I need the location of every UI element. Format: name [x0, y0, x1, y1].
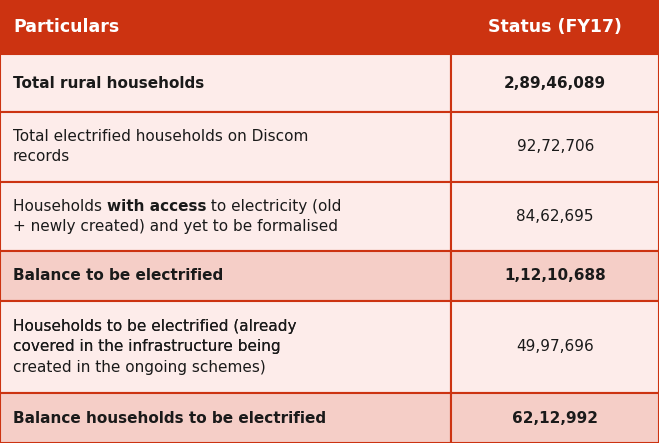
Text: created in the ongoing schemes): created in the ongoing schemes) — [13, 360, 266, 375]
Text: covered in the infrastructure being: covered in the infrastructure being — [13, 339, 281, 354]
Text: records: records — [13, 149, 71, 164]
Text: Balance to be electrified: Balance to be electrified — [13, 268, 223, 284]
Bar — [0, 393, 451, 443]
Text: covered in the infrastructure being: covered in the infrastructure being — [13, 339, 281, 354]
Text: with access: with access — [107, 199, 206, 214]
Text: Households to be electrified (already: Households to be electrified (already — [13, 319, 297, 334]
Bar — [0, 112, 451, 182]
Bar — [451, 251, 659, 301]
Bar — [0, 182, 451, 251]
Bar — [0, 301, 451, 393]
Text: 84,62,695: 84,62,695 — [517, 209, 594, 224]
Bar — [0, 54, 451, 112]
Text: + newly created) and yet to be formalised: + newly created) and yet to be formalise… — [13, 219, 338, 234]
Text: 2,89,46,089: 2,89,46,089 — [504, 76, 606, 91]
Text: Households: Households — [13, 199, 107, 214]
Bar — [0, 0, 451, 54]
Text: Status (FY17): Status (FY17) — [488, 18, 622, 36]
Text: Total electrified households on Discom: Total electrified households on Discom — [13, 129, 308, 144]
Bar — [451, 112, 659, 182]
Text: 92,72,706: 92,72,706 — [517, 140, 594, 155]
Bar — [0, 251, 451, 301]
Text: Balance households to be electrified: Balance households to be electrified — [13, 411, 326, 426]
Text: Particulars: Particulars — [13, 18, 119, 36]
Text: 1,12,10,688: 1,12,10,688 — [504, 268, 606, 284]
Text: 49,97,696: 49,97,696 — [517, 339, 594, 354]
Bar — [451, 0, 659, 54]
Text: 62,12,992: 62,12,992 — [512, 411, 598, 426]
Text: to electricity (old: to electricity (old — [206, 199, 342, 214]
Bar — [451, 182, 659, 251]
Bar — [451, 301, 659, 393]
Text: Households to be electrified (already: Households to be electrified (already — [13, 319, 297, 334]
Text: Total rural households: Total rural households — [13, 76, 204, 91]
Bar — [451, 54, 659, 112]
Bar — [451, 393, 659, 443]
